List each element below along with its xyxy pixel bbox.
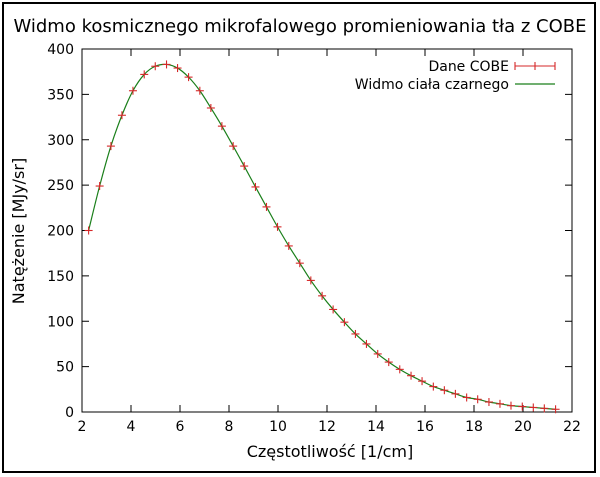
data-point xyxy=(184,73,193,82)
data-point xyxy=(128,86,137,95)
data-point xyxy=(106,142,115,151)
x-tick-labels: 2 4 6 8 10 12 14 16 18 20 22 xyxy=(78,419,581,435)
x-tick-label: 18 xyxy=(465,419,483,435)
data-point xyxy=(229,142,238,151)
data-point xyxy=(217,122,226,131)
data-point xyxy=(262,202,271,211)
data-point xyxy=(384,358,393,367)
x-tick-label: 22 xyxy=(563,419,581,435)
y-tick-label: 100 xyxy=(47,314,74,330)
blackbody-curve xyxy=(88,63,556,410)
data-point xyxy=(340,318,349,327)
data-point xyxy=(451,389,460,398)
data-point xyxy=(318,291,327,300)
cobe-data-points xyxy=(84,60,560,414)
y-tick-label: 300 xyxy=(47,133,74,149)
data-point xyxy=(351,329,360,338)
legend-marker-cobe xyxy=(514,62,556,70)
x-tick-label: 12 xyxy=(318,419,336,435)
data-point xyxy=(418,377,427,386)
data-point xyxy=(462,393,471,402)
y-tick-label: 250 xyxy=(47,178,74,194)
data-point xyxy=(162,60,171,69)
x-tick-label: 6 xyxy=(176,419,185,435)
y-axis-label: Natężenie [MJy/sr] xyxy=(9,158,28,304)
legend: Dane COBE Widmo ciała czarnego xyxy=(355,59,556,93)
data-point xyxy=(329,305,338,314)
y-tick-label: 150 xyxy=(47,269,74,285)
y-tick-label: 350 xyxy=(47,87,74,103)
data-point xyxy=(551,405,560,414)
legend-label-blackbody: Widmo ciała czarnego xyxy=(355,77,509,93)
x-tick-label: 14 xyxy=(367,419,385,435)
data-point xyxy=(429,382,438,391)
y-tick-label: 50 xyxy=(56,360,74,376)
data-point xyxy=(117,111,126,120)
data-point xyxy=(284,241,293,250)
data-point xyxy=(251,182,260,191)
data-point xyxy=(407,371,416,380)
data-point xyxy=(529,403,538,412)
data-point xyxy=(373,349,382,358)
data-point xyxy=(240,162,249,171)
data-point xyxy=(395,365,404,374)
data-point xyxy=(518,402,527,411)
data-point xyxy=(173,64,182,73)
y-tick-label: 0 xyxy=(65,405,74,421)
chart-title: Widmo kosmicznego mikrofalowego promieni… xyxy=(13,16,586,37)
y-tick-label: 400 xyxy=(47,42,74,58)
data-point xyxy=(440,386,449,395)
data-point xyxy=(273,222,282,231)
data-point xyxy=(473,395,482,404)
data-point xyxy=(495,399,504,408)
y-tick-labels: 0 50 100 150 200 250 300 350 400 xyxy=(47,42,74,421)
x-tick-label: 4 xyxy=(127,419,136,435)
x-tick-label: 16 xyxy=(416,419,434,435)
data-point xyxy=(484,398,493,407)
chart-frame xyxy=(2,2,596,473)
y-tick-label: 200 xyxy=(47,224,74,240)
data-point xyxy=(95,182,104,191)
x-tick-label: 2 xyxy=(78,419,87,435)
x-tick-label: 10 xyxy=(269,419,287,435)
data-point xyxy=(362,339,371,348)
data-point xyxy=(506,401,515,410)
data-point xyxy=(84,226,93,235)
x-axis-label: Częstotliwość [1/cm] xyxy=(247,442,414,461)
data-point xyxy=(195,86,204,95)
legend-label-cobe: Dane COBE xyxy=(428,59,509,75)
data-point xyxy=(151,62,160,71)
data-point xyxy=(540,404,549,413)
x-tick-label: 8 xyxy=(225,419,234,435)
data-point xyxy=(206,103,215,112)
plot-area xyxy=(81,48,573,413)
data-point xyxy=(140,70,149,79)
axis-ticks xyxy=(81,48,573,413)
data-point xyxy=(295,259,304,268)
x-tick-label: 20 xyxy=(514,419,532,435)
data-point xyxy=(306,276,315,285)
